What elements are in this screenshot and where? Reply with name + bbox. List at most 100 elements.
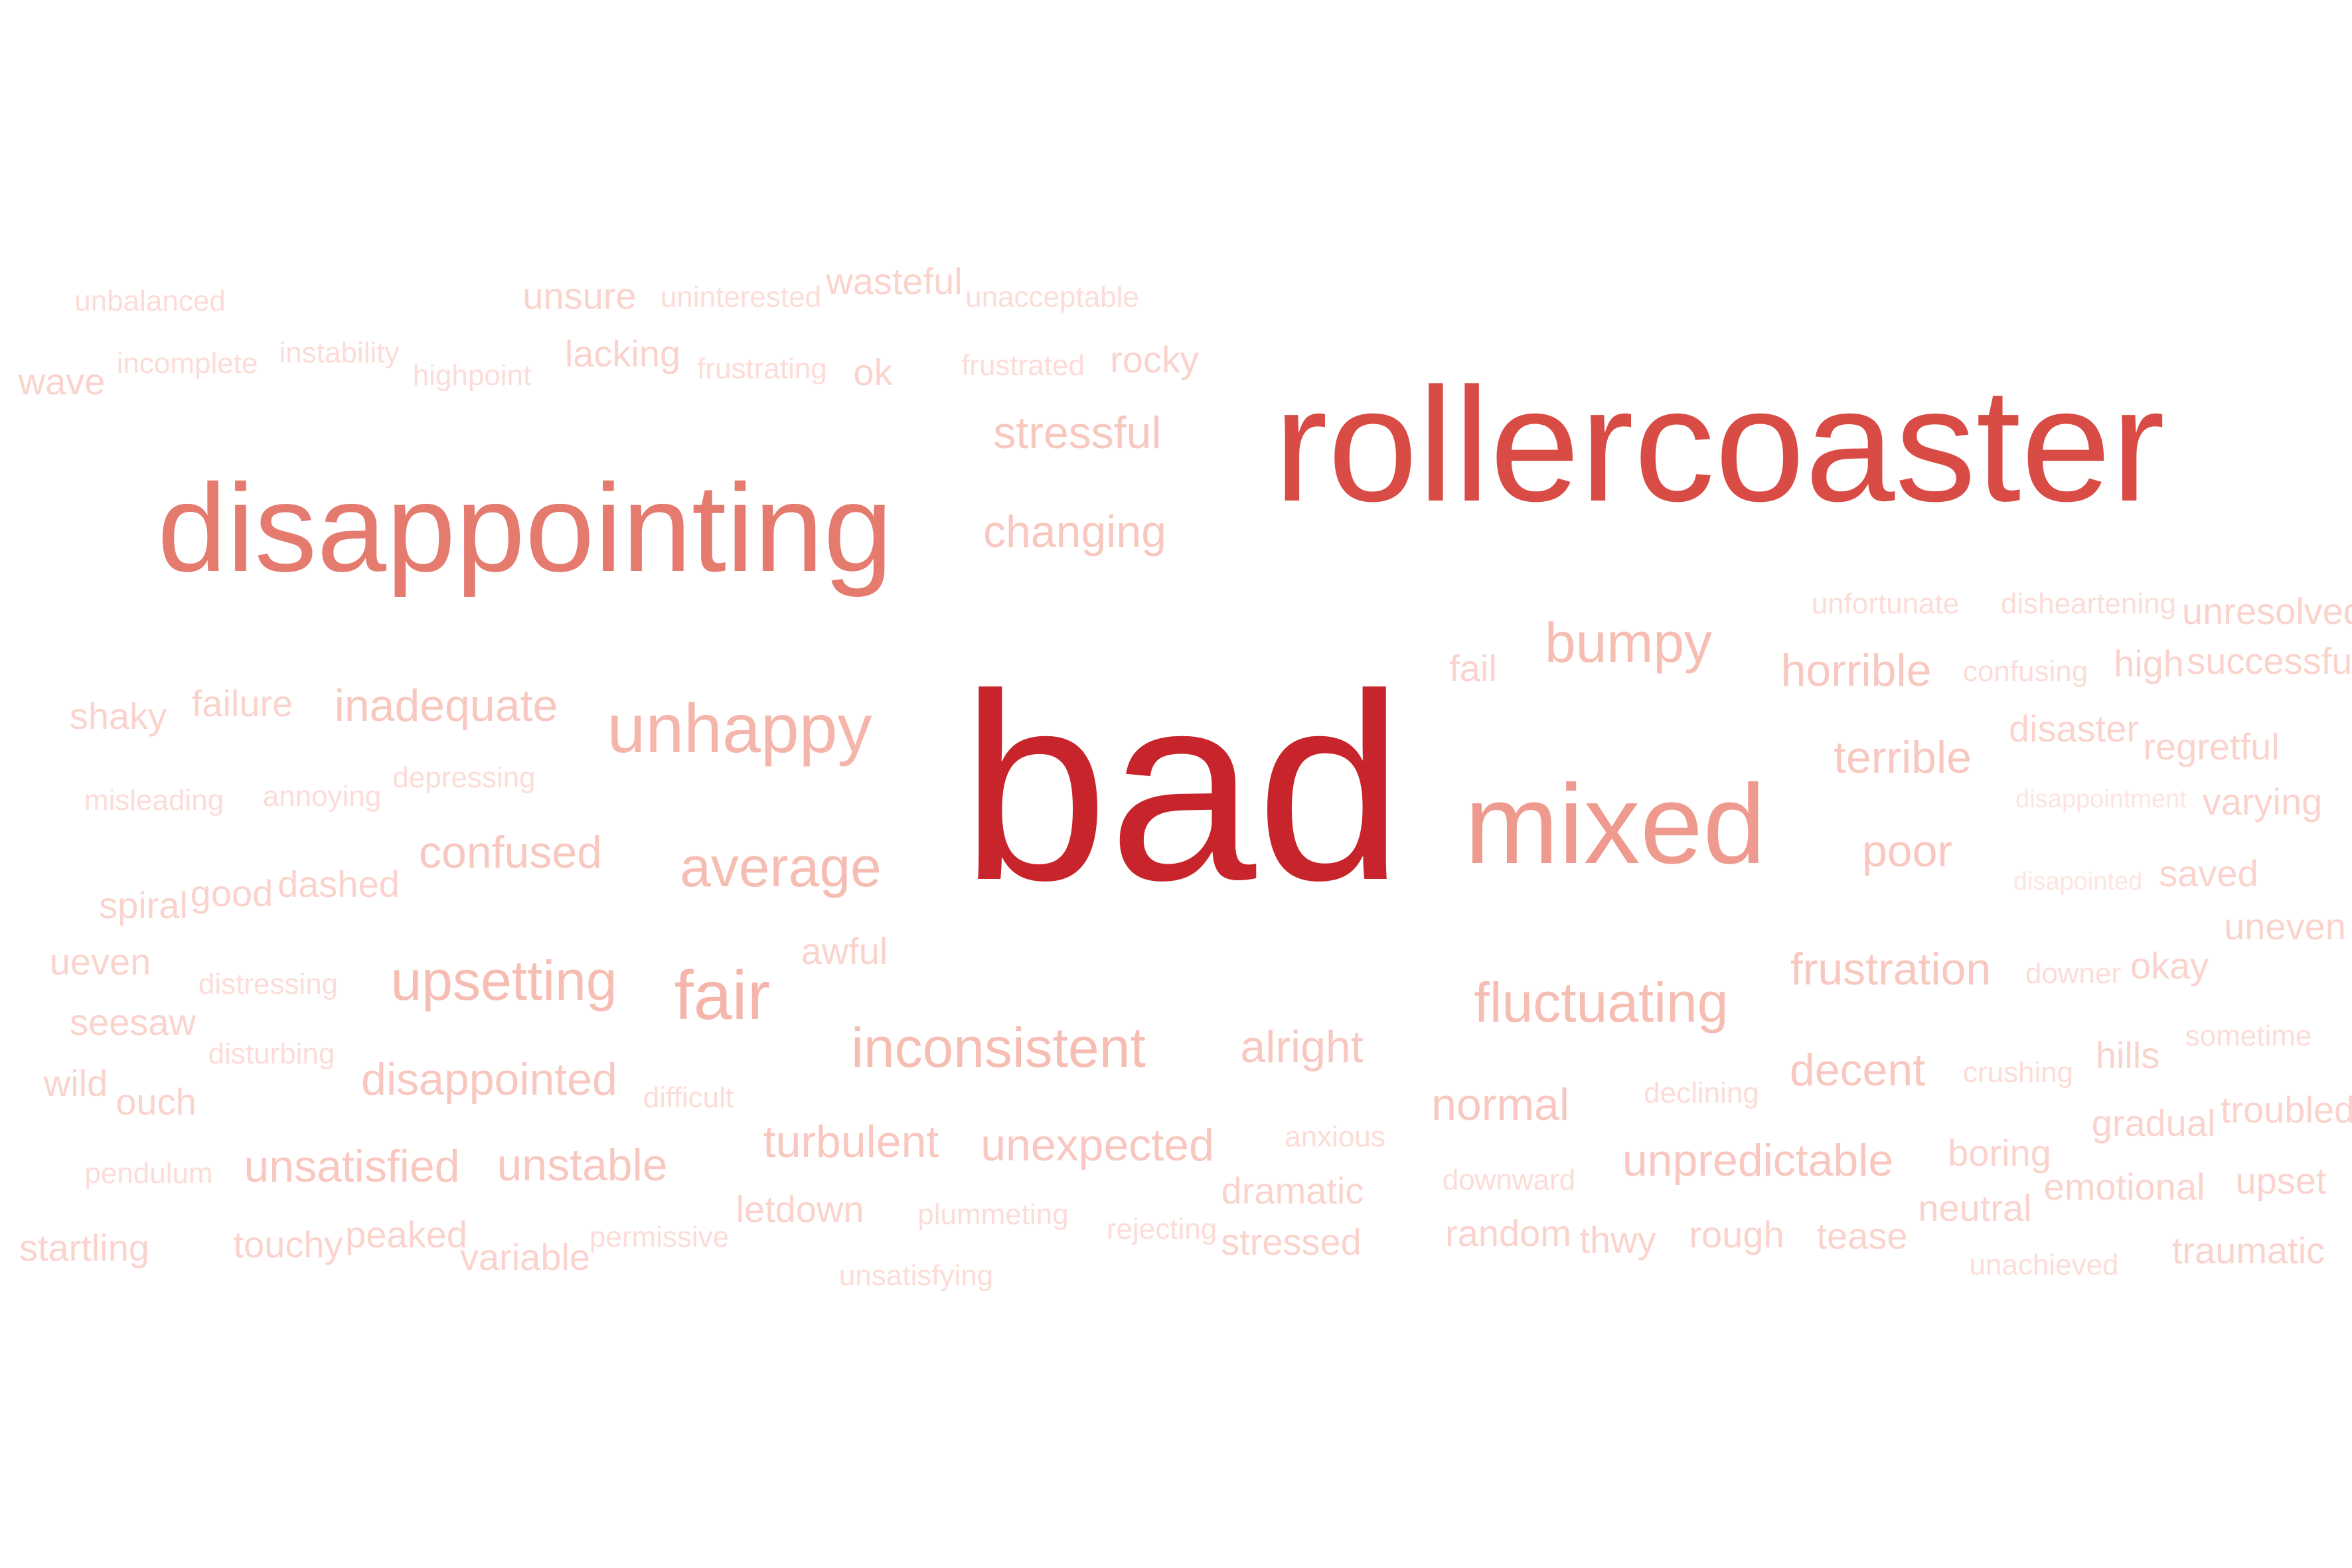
word: hills [2095, 1034, 2160, 1076]
word: ueven [49, 941, 151, 982]
word: crushing [1962, 1056, 2074, 1089]
word: frustration [1790, 944, 1992, 994]
word: plummeting [917, 1198, 1069, 1231]
word: thwy [1579, 1219, 1656, 1261]
word: dashed [277, 863, 400, 905]
word: unhappy [607, 690, 872, 767]
word: disapointed [2013, 868, 2143, 896]
word: poor [1861, 826, 1953, 876]
word: unacceptable [965, 281, 1139, 313]
word: downward [1442, 1164, 1576, 1196]
word: bumpy [1544, 611, 1713, 674]
word: rough [1689, 1214, 1784, 1255]
word: mixed [1464, 761, 1766, 888]
word: varying [2202, 781, 2323, 823]
word: fail [1449, 647, 1497, 689]
word: confusing [1962, 655, 2088, 688]
word: decent [1789, 1045, 1926, 1095]
word: troubled [2220, 1089, 2352, 1131]
word: normal [1431, 1079, 1569, 1130]
word: alright [1240, 1022, 1364, 1072]
word: rocky [1110, 339, 1199, 380]
word: depressing [392, 761, 536, 794]
word: disappointment [2015, 785, 2187, 813]
word: changing [982, 507, 1167, 557]
word: inconsistent [851, 1016, 1146, 1079]
word: ouch [116, 1081, 196, 1123]
word: rejecting [1106, 1213, 1217, 1245]
word: anxious [1285, 1121, 1385, 1153]
word: disappointing [157, 458, 893, 597]
word: random [1445, 1212, 1571, 1254]
word: uneven [2224, 905, 2346, 947]
word: boring [1948, 1132, 2051, 1174]
word: letdown [736, 1188, 864, 1230]
word: emotional [2043, 1166, 2205, 1208]
word: regretful [2143, 726, 2280, 767]
word: disaster [2008, 708, 2140, 749]
word: rollercoaster [1273, 354, 2165, 535]
word: average [680, 836, 882, 898]
word: disheartening [2000, 588, 2177, 620]
word: wasteful [826, 260, 963, 302]
word: inadequate [334, 680, 558, 731]
word: wave [18, 360, 106, 402]
word: unsure [522, 275, 637, 317]
word: wild [43, 1062, 108, 1104]
word: stressful [993, 408, 1162, 458]
word: confused [419, 827, 602, 878]
word: pendulum [84, 1157, 213, 1190]
word: fluctuating [1474, 971, 1729, 1034]
word: sometime [2185, 1020, 2312, 1052]
word: okay [2130, 945, 2209, 986]
word: disturbing [208, 1038, 335, 1070]
word: touchy [233, 1223, 343, 1265]
word: bad [961, 639, 1404, 935]
word: fair [674, 957, 771, 1034]
word: awful [801, 930, 888, 972]
word: good [190, 872, 274, 914]
word: highpoint [412, 359, 532, 392]
word: disappointed [361, 1054, 617, 1105]
word: annoying [262, 780, 382, 813]
word: dramatic [1221, 1170, 1364, 1212]
word: horrible [1780, 645, 1932, 696]
word: unsatisfying [838, 1259, 994, 1292]
word: tease [1816, 1215, 1908, 1257]
word: upsetting [390, 949, 617, 1012]
word: shaky [69, 695, 167, 737]
word: unpredictable [1622, 1135, 1894, 1186]
word: difficult [643, 1081, 734, 1114]
word: terrible [1834, 732, 1972, 783]
word: gradual [2091, 1102, 2216, 1144]
word: ok [853, 351, 893, 393]
word: traumatic [2171, 1229, 2325, 1271]
word: peaked [345, 1214, 467, 1255]
word: failure [191, 682, 293, 724]
word: neutral [1918, 1187, 2032, 1229]
word: unfortunate [1811, 588, 1960, 620]
word: unstable [497, 1140, 668, 1190]
word: upset [2235, 1160, 2327, 1202]
word: startling [19, 1227, 150, 1269]
word: unbalanced [74, 285, 226, 317]
word: declining [1644, 1077, 1759, 1109]
word: saved [2159, 852, 2258, 894]
word: variable [459, 1236, 591, 1278]
word: frustrating [697, 353, 827, 385]
word: downer [2025, 957, 2122, 990]
word: unsatisfied [244, 1141, 460, 1192]
word: seesaw [70, 1001, 196, 1043]
word: permissive [589, 1221, 730, 1253]
word: incomplete [116, 347, 258, 380]
word: instability [279, 337, 400, 369]
word: lacking [564, 333, 681, 374]
word: unexpected [980, 1120, 1214, 1170]
word: distressing [198, 968, 339, 1000]
word: high [2114, 643, 2184, 684]
word: unresolved [2182, 590, 2352, 632]
word: spiral [99, 884, 188, 926]
word: unachieved [1969, 1249, 2119, 1281]
word: uninterested [660, 281, 822, 313]
